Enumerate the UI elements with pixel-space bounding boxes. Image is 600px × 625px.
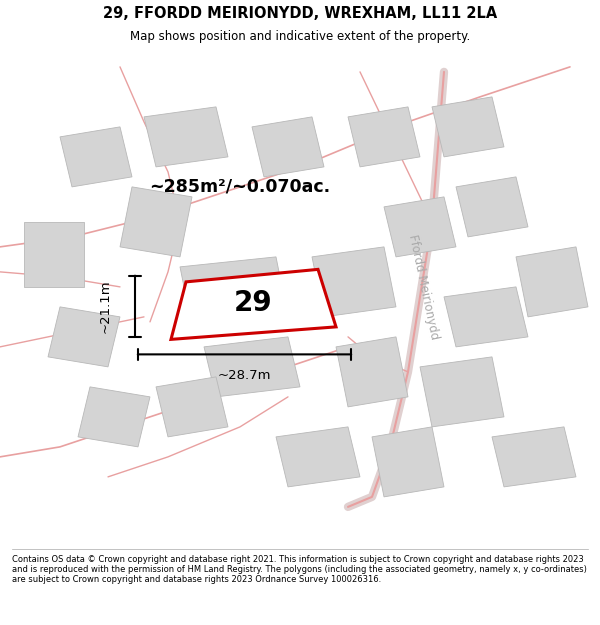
Polygon shape <box>276 427 360 487</box>
Polygon shape <box>120 187 192 257</box>
Polygon shape <box>516 247 588 317</box>
Polygon shape <box>492 427 576 487</box>
Polygon shape <box>372 427 444 497</box>
Text: ~285m²/~0.070ac.: ~285m²/~0.070ac. <box>149 178 331 196</box>
Text: ~28.7m: ~28.7m <box>218 369 272 382</box>
Polygon shape <box>156 377 228 437</box>
Polygon shape <box>312 247 396 317</box>
Text: 29, FFORDD MEIRIONYDD, WREXHAM, LL11 2LA: 29, FFORDD MEIRIONYDD, WREXHAM, LL11 2LA <box>103 6 497 21</box>
Polygon shape <box>420 357 504 427</box>
Polygon shape <box>384 197 456 257</box>
Polygon shape <box>204 337 300 397</box>
Polygon shape <box>348 107 420 167</box>
Text: 29: 29 <box>234 289 272 317</box>
Polygon shape <box>144 107 228 167</box>
Text: Map shows position and indicative extent of the property.: Map shows position and indicative extent… <box>130 30 470 43</box>
Text: Ffordd Meirionydd: Ffordd Meirionydd <box>406 233 440 341</box>
Text: Contains OS data © Crown copyright and database right 2021. This information is : Contains OS data © Crown copyright and d… <box>12 555 587 584</box>
Polygon shape <box>78 387 150 447</box>
Polygon shape <box>456 177 528 237</box>
Polygon shape <box>60 127 132 187</box>
Polygon shape <box>180 257 288 327</box>
Polygon shape <box>24 222 84 287</box>
Polygon shape <box>336 337 408 407</box>
Polygon shape <box>432 97 504 157</box>
Polygon shape <box>252 117 324 177</box>
Polygon shape <box>48 307 120 367</box>
Polygon shape <box>444 287 528 347</box>
Polygon shape <box>171 269 336 339</box>
Text: ~21.1m: ~21.1m <box>98 279 112 332</box>
